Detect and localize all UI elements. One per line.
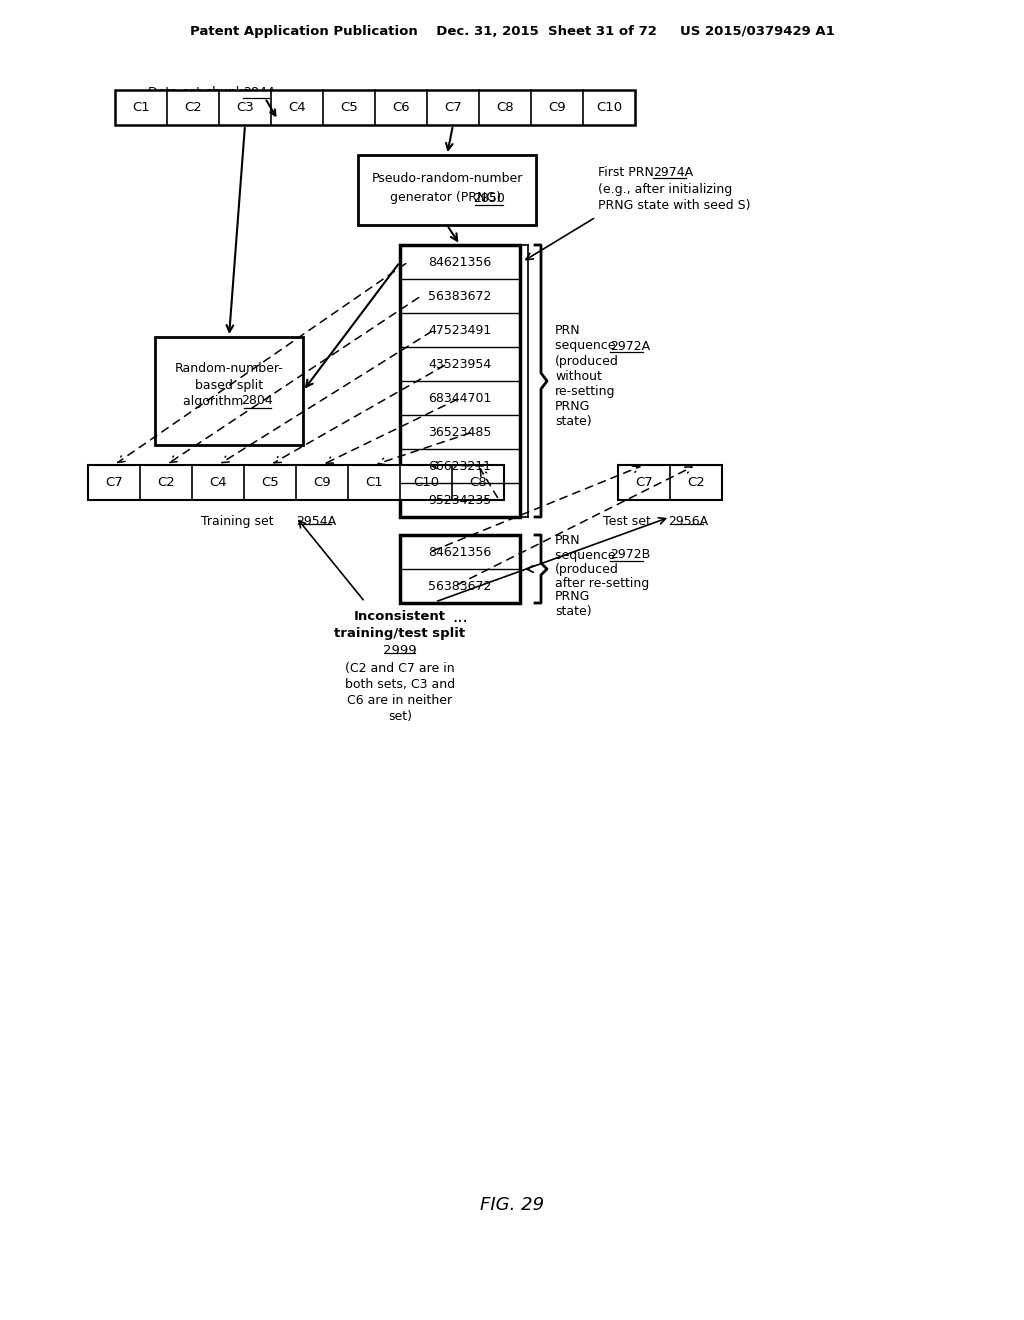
- Text: C6 are in neither: C6 are in neither: [347, 694, 453, 708]
- Text: 43523954: 43523954: [428, 358, 492, 371]
- Text: 36523485: 36523485: [428, 425, 492, 438]
- Text: sequence: sequence: [555, 339, 620, 352]
- Text: C9: C9: [313, 477, 331, 488]
- Text: Test set: Test set: [603, 515, 655, 528]
- Text: First PRN: First PRN: [598, 165, 657, 178]
- Text: Pseudo-random-number: Pseudo-random-number: [372, 173, 522, 186]
- Text: C4: C4: [209, 477, 226, 488]
- Bar: [400, 535, 520, 603]
- Text: generator (PRNG): generator (PRNG): [389, 191, 505, 205]
- Text: C7: C7: [105, 477, 123, 488]
- Text: Patent Application Publication    Dec. 31, 2015  Sheet 31 of 72     US 2015/0379: Patent Application Publication Dec. 31, …: [189, 25, 835, 38]
- Bar: [618, 465, 722, 500]
- Bar: [115, 90, 635, 125]
- Text: C4: C4: [288, 102, 306, 114]
- Text: re-setting: re-setting: [555, 384, 615, 397]
- Text: (produced: (produced: [555, 562, 618, 576]
- Text: 2954A: 2954A: [296, 515, 336, 528]
- Text: C9: C9: [548, 102, 566, 114]
- Text: 56383672: 56383672: [428, 579, 492, 593]
- Text: 2972B: 2972B: [610, 549, 650, 561]
- Text: (e.g., after initializing: (e.g., after initializing: [598, 182, 732, 195]
- Text: Training set: Training set: [202, 515, 278, 528]
- Text: PRNG state with seed S): PRNG state with seed S): [598, 198, 751, 211]
- Text: C5: C5: [261, 477, 279, 488]
- Text: C6: C6: [392, 102, 410, 114]
- Text: 2956A: 2956A: [668, 515, 708, 528]
- Text: 2844: 2844: [243, 86, 274, 99]
- Text: 68344701: 68344701: [428, 392, 492, 404]
- Text: 2972A: 2972A: [610, 339, 650, 352]
- Text: C8: C8: [469, 477, 486, 488]
- Text: Inconsistent: Inconsistent: [354, 610, 446, 623]
- Text: C1: C1: [132, 102, 150, 114]
- Bar: [88, 465, 504, 500]
- Text: C1: C1: [366, 477, 383, 488]
- Text: 47523491: 47523491: [428, 323, 492, 337]
- Text: C10: C10: [413, 477, 439, 488]
- Text: 56383672: 56383672: [428, 289, 492, 302]
- Text: PRN: PRN: [555, 535, 581, 548]
- Text: state): state): [555, 414, 592, 428]
- Text: 2999: 2999: [383, 644, 417, 657]
- Bar: [358, 154, 536, 224]
- Text: after re-setting: after re-setting: [555, 577, 649, 590]
- Text: without: without: [555, 370, 602, 383]
- Text: C7: C7: [444, 102, 462, 114]
- Text: algorithm: algorithm: [183, 395, 247, 408]
- Text: 84621356: 84621356: [428, 545, 492, 558]
- Text: C5: C5: [340, 102, 357, 114]
- Text: PRN: PRN: [555, 325, 581, 338]
- Text: ...: ...: [453, 609, 468, 626]
- Text: 2974A: 2974A: [653, 165, 693, 178]
- Text: state): state): [555, 605, 592, 618]
- Text: C2: C2: [157, 477, 175, 488]
- Text: 2804: 2804: [241, 395, 272, 408]
- Text: both sets, C3 and: both sets, C3 and: [345, 678, 455, 690]
- Text: set): set): [388, 710, 412, 723]
- Text: PRNG: PRNG: [555, 400, 591, 412]
- Text: sequence: sequence: [555, 549, 620, 561]
- Text: 66623211: 66623211: [428, 459, 492, 473]
- Text: C8: C8: [497, 102, 514, 114]
- Bar: [400, 246, 520, 517]
- Text: FIG. 29: FIG. 29: [480, 1196, 544, 1214]
- Bar: [155, 337, 303, 445]
- Text: PRNG: PRNG: [555, 590, 591, 603]
- Text: C2: C2: [687, 477, 705, 488]
- Text: 84621356: 84621356: [428, 256, 492, 268]
- Text: Data set chunks: Data set chunks: [148, 86, 254, 99]
- Text: (C2 and C7 are in: (C2 and C7 are in: [345, 663, 455, 675]
- Text: (produced: (produced: [555, 355, 618, 367]
- Text: C3: C3: [237, 102, 254, 114]
- Text: 95234235: 95234235: [428, 494, 492, 507]
- Text: based split: based split: [195, 379, 263, 392]
- Text: 2850: 2850: [473, 191, 505, 205]
- Text: C2: C2: [184, 102, 202, 114]
- Text: C10: C10: [596, 102, 622, 114]
- Text: Random-number-: Random-number-: [175, 363, 284, 375]
- Text: C7: C7: [635, 477, 653, 488]
- Text: training/test split: training/test split: [335, 627, 466, 640]
